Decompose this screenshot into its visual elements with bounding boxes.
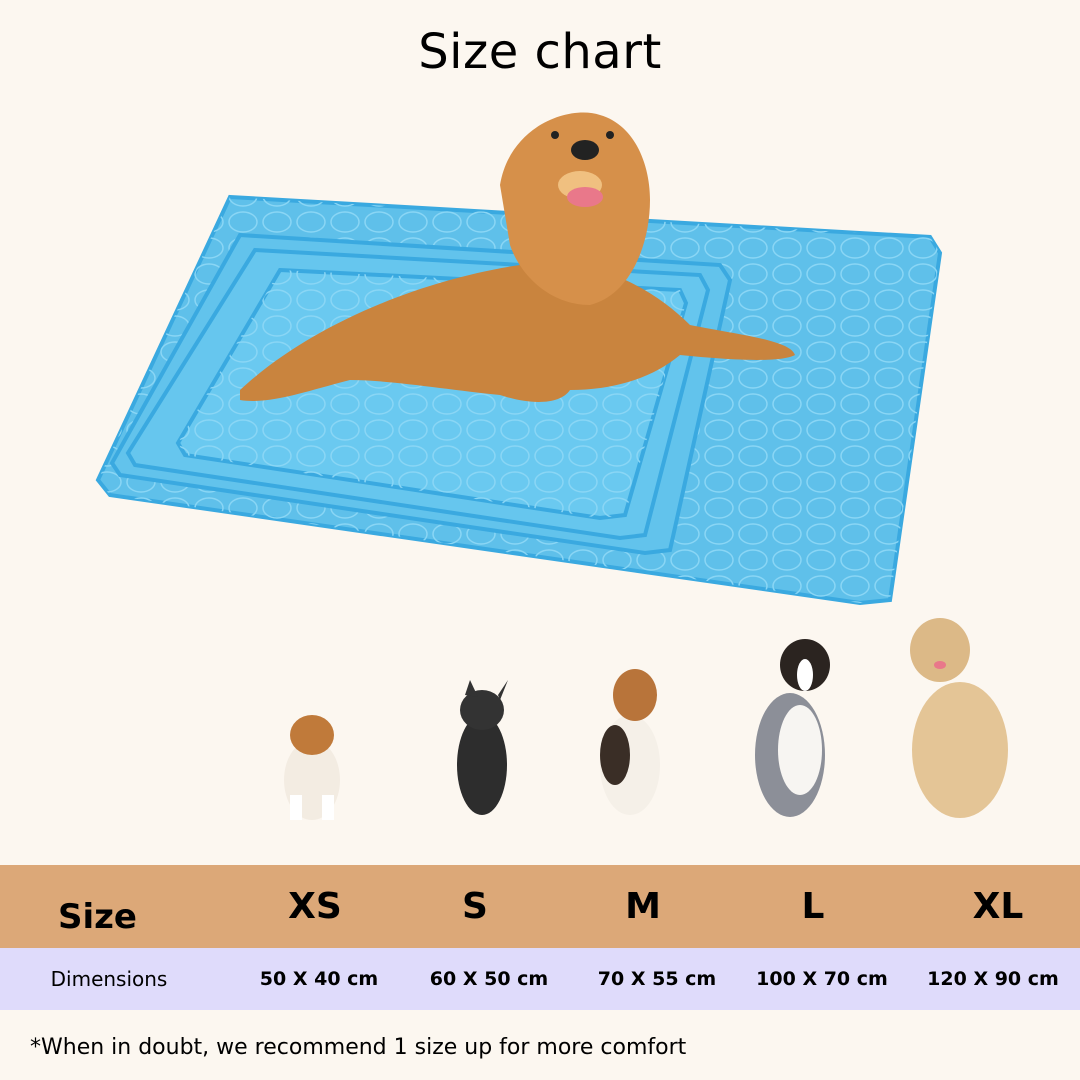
dog-m-beagle — [600, 669, 660, 815]
dimension-m: 70 X 55 cm — [597, 968, 717, 990]
sizing-note: *When in doubt, we recommend 1 size up f… — [30, 1035, 687, 1060]
size-s: S — [462, 886, 488, 927]
dimension-s: 60 X 50 cm — [429, 968, 549, 990]
dimension-l: 100 X 70 cm — [756, 968, 888, 990]
size-xs: XS — [288, 886, 342, 927]
size-xl: XL — [972, 886, 1024, 927]
dog-l-australian-shepherd — [755, 639, 830, 817]
dog-xl-golden-retriever — [910, 618, 1008, 818]
dimension-xl: 120 X 90 cm — [927, 968, 1059, 990]
dimensions-label: Dimensions — [50, 967, 168, 991]
dimensions-row: Dimensions 50 X 40 cm 60 X 50 cm 70 X 55… — [0, 948, 1080, 1010]
golden-retriever — [240, 112, 795, 402]
dimension-xs: 50 X 40 cm — [259, 968, 379, 990]
page-title: Size chart — [418, 24, 662, 80]
size-m: M — [625, 886, 661, 927]
dog-s-french-bulldog — [457, 680, 508, 815]
size-header-label: Size — [58, 896, 137, 937]
size-l: L — [801, 886, 825, 927]
dog-size-illustrations — [284, 618, 1008, 820]
cooling-mat-with-dog-image — [95, 112, 943, 606]
size-header-row: Size XS S M L XL — [0, 865, 1080, 948]
dog-xs-corgi-puppy — [284, 715, 340, 820]
